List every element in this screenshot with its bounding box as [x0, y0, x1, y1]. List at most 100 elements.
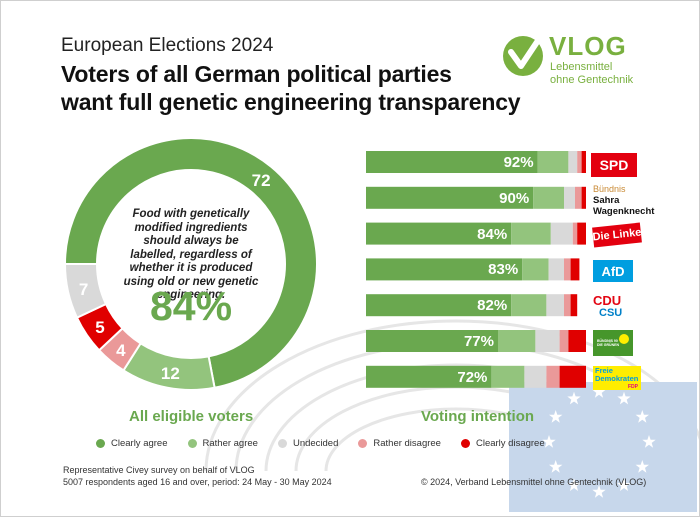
- bar-segment: [491, 365, 525, 388]
- eu-star: [549, 460, 563, 473]
- party-logo-spd: SPD: [591, 153, 637, 177]
- donut-slice: [63, 263, 108, 319]
- bar-percent-label: 92%: [503, 154, 534, 171]
- legend-label: Clearly disagree: [475, 438, 545, 449]
- donut-slice-label: 72: [252, 171, 271, 190]
- party-logo-gruene: BÜNDNIS 90 DIE GRÜNEN: [593, 330, 633, 356]
- eu-flag: [509, 382, 697, 512]
- legend: Clearly agree Rather agree Undecided Rat…: [96, 438, 565, 449]
- legend-swatch: [96, 439, 105, 448]
- eu-star: [592, 385, 606, 398]
- legend-swatch: [460, 439, 470, 448]
- bar-segment: [511, 222, 551, 245]
- bar-segment: [366, 222, 512, 245]
- party-logo-csu-text: CSU: [599, 307, 623, 319]
- bar-segment: [570, 258, 580, 281]
- bar-segment: [581, 151, 586, 173]
- party-logo-linke-text: Die Linke: [592, 226, 642, 244]
- donut-slice-label: 7: [79, 280, 88, 299]
- check-mark-icon: [503, 36, 543, 76]
- bar-percent-label: 82%: [477, 297, 508, 315]
- donut-slice-label: 12: [161, 364, 180, 383]
- eu-star: [617, 391, 631, 405]
- eu-star: [617, 478, 631, 491]
- legend-label: Rather disagree: [373, 438, 441, 449]
- bar-segment: [546, 365, 560, 388]
- sunflower-icon: [619, 334, 629, 344]
- legend-label: Rather agree: [202, 438, 258, 449]
- party-logo-spd-text: SPD: [599, 157, 629, 173]
- eu-star: [635, 410, 649, 423]
- bar-segment: [546, 294, 564, 317]
- party-logo-afd-text: AfD: [601, 263, 625, 279]
- legend-label: Clearly agree: [111, 438, 168, 449]
- legend-swatch: [277, 439, 287, 448]
- donut-slice-label: 4: [116, 341, 126, 360]
- party-logo-bsw-line3: Wagenknecht: [593, 206, 655, 217]
- bar-segment: [548, 258, 564, 281]
- bar-segment: [575, 186, 582, 209]
- bar-segment: [533, 186, 564, 209]
- caption-voting-intention: Voting intention: [421, 408, 535, 425]
- donut-slice-label: 5: [95, 318, 104, 337]
- eu-star: [635, 460, 649, 473]
- party-logo-afd: AfD: [593, 260, 633, 282]
- title-line-1: Voters of all German political parties: [61, 61, 452, 87]
- bar-segment: [570, 294, 578, 317]
- bar-segment: [366, 151, 538, 173]
- bar-segment: [572, 222, 578, 245]
- bar-segment: [366, 294, 512, 317]
- bar-segment: [537, 151, 569, 173]
- logo-wordmark: VLOG: [549, 31, 627, 61]
- source-note-line-2: 5007 respondents aged 16 and over, perio…: [63, 477, 332, 487]
- donut-center-question: Food with genetically modified ingredien…: [123, 208, 259, 301]
- bar-segment: [366, 330, 498, 352]
- bar-segment: [511, 294, 547, 317]
- party-logo-cdu-csu: CDU CSU: [593, 294, 637, 324]
- bar-segment: [559, 365, 586, 388]
- bar-segment: [535, 330, 560, 352]
- eu-star: [567, 391, 581, 405]
- legend-label: Undecided: [292, 438, 339, 449]
- legend-item: Clearly agree: [96, 438, 168, 449]
- eu-star: [549, 410, 563, 423]
- bar-segment: [522, 258, 549, 281]
- eu-star: [542, 435, 556, 448]
- party-logo-bsw: Bündnis Sahra Wagenknecht: [593, 184, 655, 218]
- bar-percent-label: 77%: [463, 333, 494, 350]
- eu-star: [567, 478, 581, 491]
- bar-segment: [550, 222, 573, 245]
- legend-item: Undecided: [277, 438, 339, 449]
- donut-slice: [63, 137, 318, 389]
- bar-segment: [568, 151, 578, 173]
- party-logo-fdp-line2: Demokraten: [595, 374, 639, 383]
- legend-item: Rather agree: [187, 438, 258, 449]
- bar-percent-label: 90%: [499, 189, 530, 207]
- bar-percent-label: 72%: [457, 368, 488, 386]
- bar-segment: [581, 186, 586, 209]
- bar-segment: [366, 365, 492, 388]
- bar-segment: [524, 365, 547, 388]
- party-logo-bsw-line1: Bündnis: [593, 184, 626, 194]
- party-logo-fdp-line1: Freie: [595, 366, 613, 375]
- party-logo-gruene-text: BÜNDNIS 90 DIE GRÜNEN: [597, 339, 619, 347]
- bar-segment: [577, 151, 582, 173]
- bar-segment: [577, 222, 586, 245]
- donut-center-value: 84%: [149, 283, 233, 329]
- supertitle: European Elections 2024: [61, 35, 274, 56]
- party-logo-bsw-line2: Sahra: [593, 195, 620, 206]
- bar-segment: [564, 186, 575, 209]
- bar-segment: [366, 258, 523, 281]
- legend-item: Clearly disagree: [460, 438, 545, 449]
- bar-percent-label: 83%: [488, 261, 519, 279]
- bar-segment: [559, 330, 569, 352]
- title-line-2: want full genetic engineering transparen…: [61, 89, 521, 115]
- bar-segment: [564, 258, 571, 281]
- logo-subline-2: ohne Gentechnik: [550, 74, 634, 86]
- bar-segment: [366, 186, 534, 209]
- party-logo-fdp: Freie Demokraten FDP: [593, 366, 641, 390]
- bar-segment: [564, 294, 571, 317]
- copyright: © 2024, Verband Lebensmittel ohne Gentec…: [421, 477, 647, 487]
